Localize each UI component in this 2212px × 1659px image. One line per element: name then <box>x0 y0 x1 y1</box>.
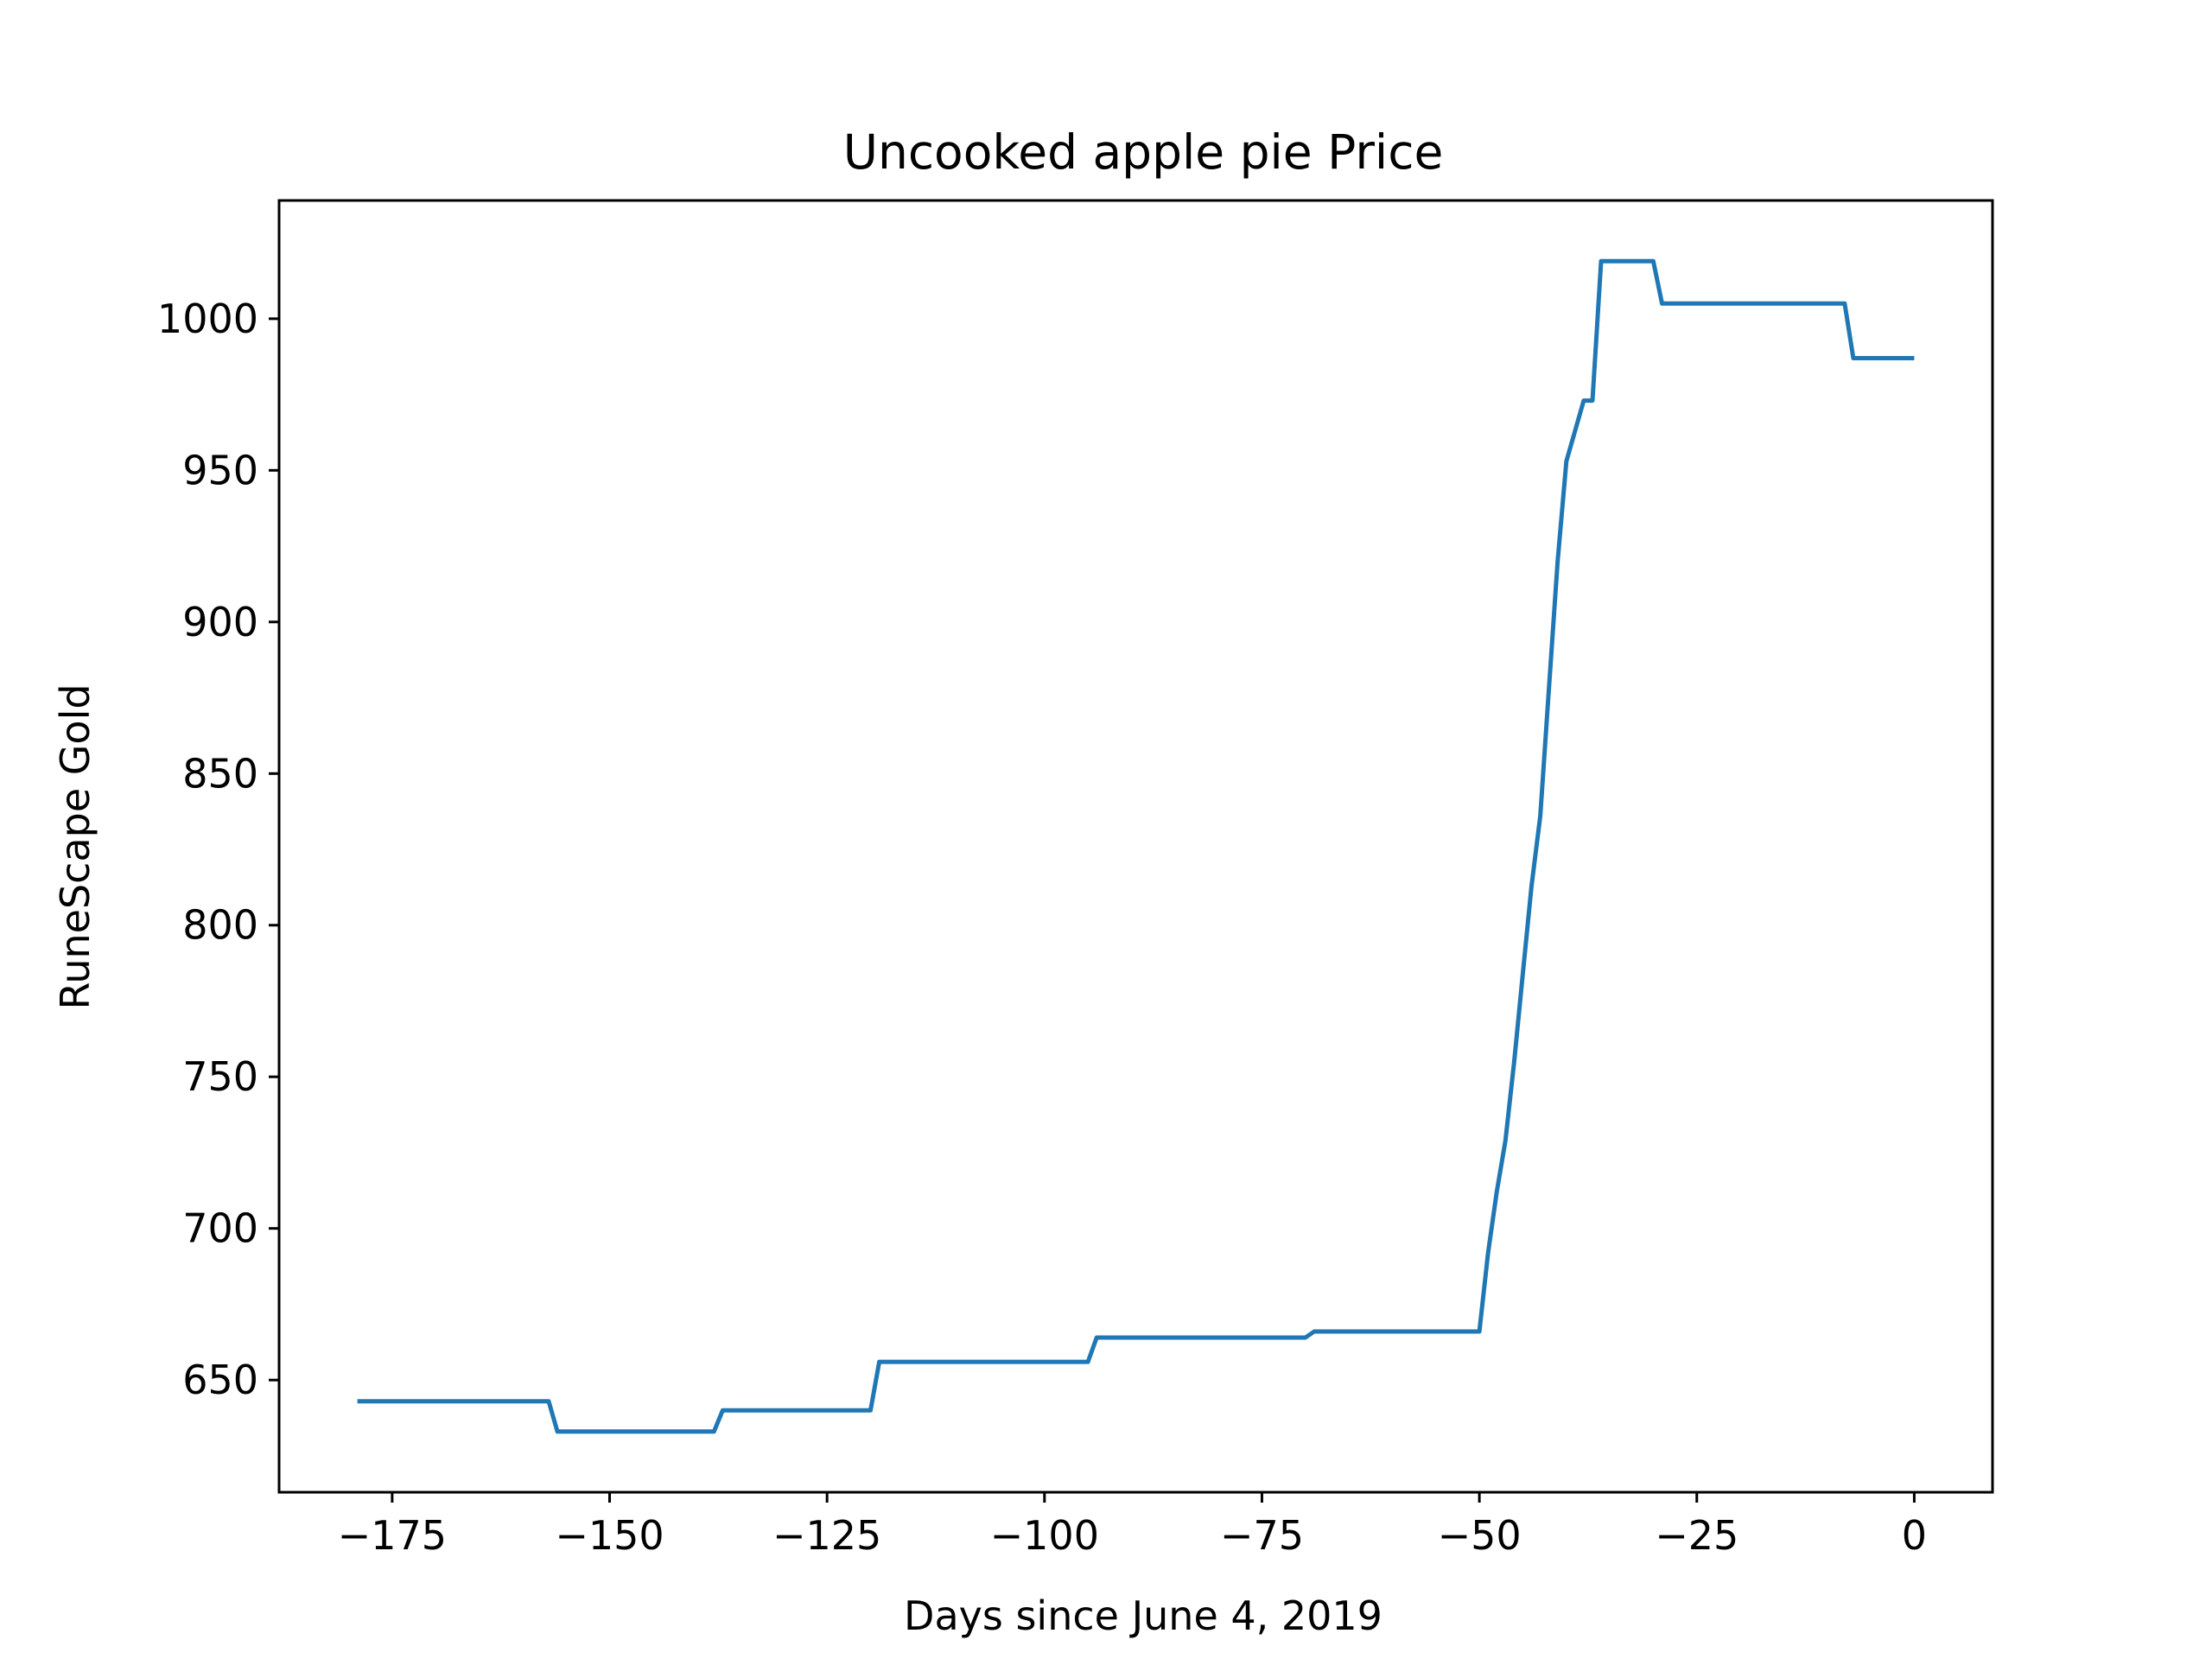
x-tick-label: −125 <box>772 1512 881 1559</box>
x-axis: −175 −150 −125 −100 −75 −50 −25 0 <box>338 1492 1927 1559</box>
y-tick-label: 700 <box>182 1205 258 1252</box>
y-tick-label: 1000 <box>157 296 258 342</box>
y-tick-label: 950 <box>182 447 258 493</box>
y-tick-label: 900 <box>182 599 258 645</box>
series-layer <box>357 258 1915 1434</box>
y-tick-label: 850 <box>182 750 258 797</box>
y-axis-title: RuneScape Gold <box>52 683 99 1009</box>
x-axis-title: Days since June 4, 2019 <box>904 1592 1382 1639</box>
x-tick-label: −25 <box>1655 1512 1738 1559</box>
x-tick-label: −150 <box>555 1512 664 1559</box>
x-tick-label: −175 <box>338 1512 447 1559</box>
price-line <box>357 258 1915 1434</box>
y-tick-label: 650 <box>182 1357 258 1403</box>
chart-title: Uncooked apple pie Price <box>843 124 1444 180</box>
plot-area <box>279 200 1993 1492</box>
y-tick-label: 750 <box>182 1053 258 1100</box>
y-axis: 650 700 750 800 850 900 950 1000 <box>157 296 279 1403</box>
y-tick-label: 800 <box>182 902 258 949</box>
x-tick-label: −50 <box>1438 1512 1522 1559</box>
x-tick-label: 0 <box>1902 1512 1927 1559</box>
x-tick-label: −100 <box>990 1512 1099 1559</box>
plot-frame <box>277 199 1994 1494</box>
x-tick-label: −75 <box>1220 1512 1304 1559</box>
